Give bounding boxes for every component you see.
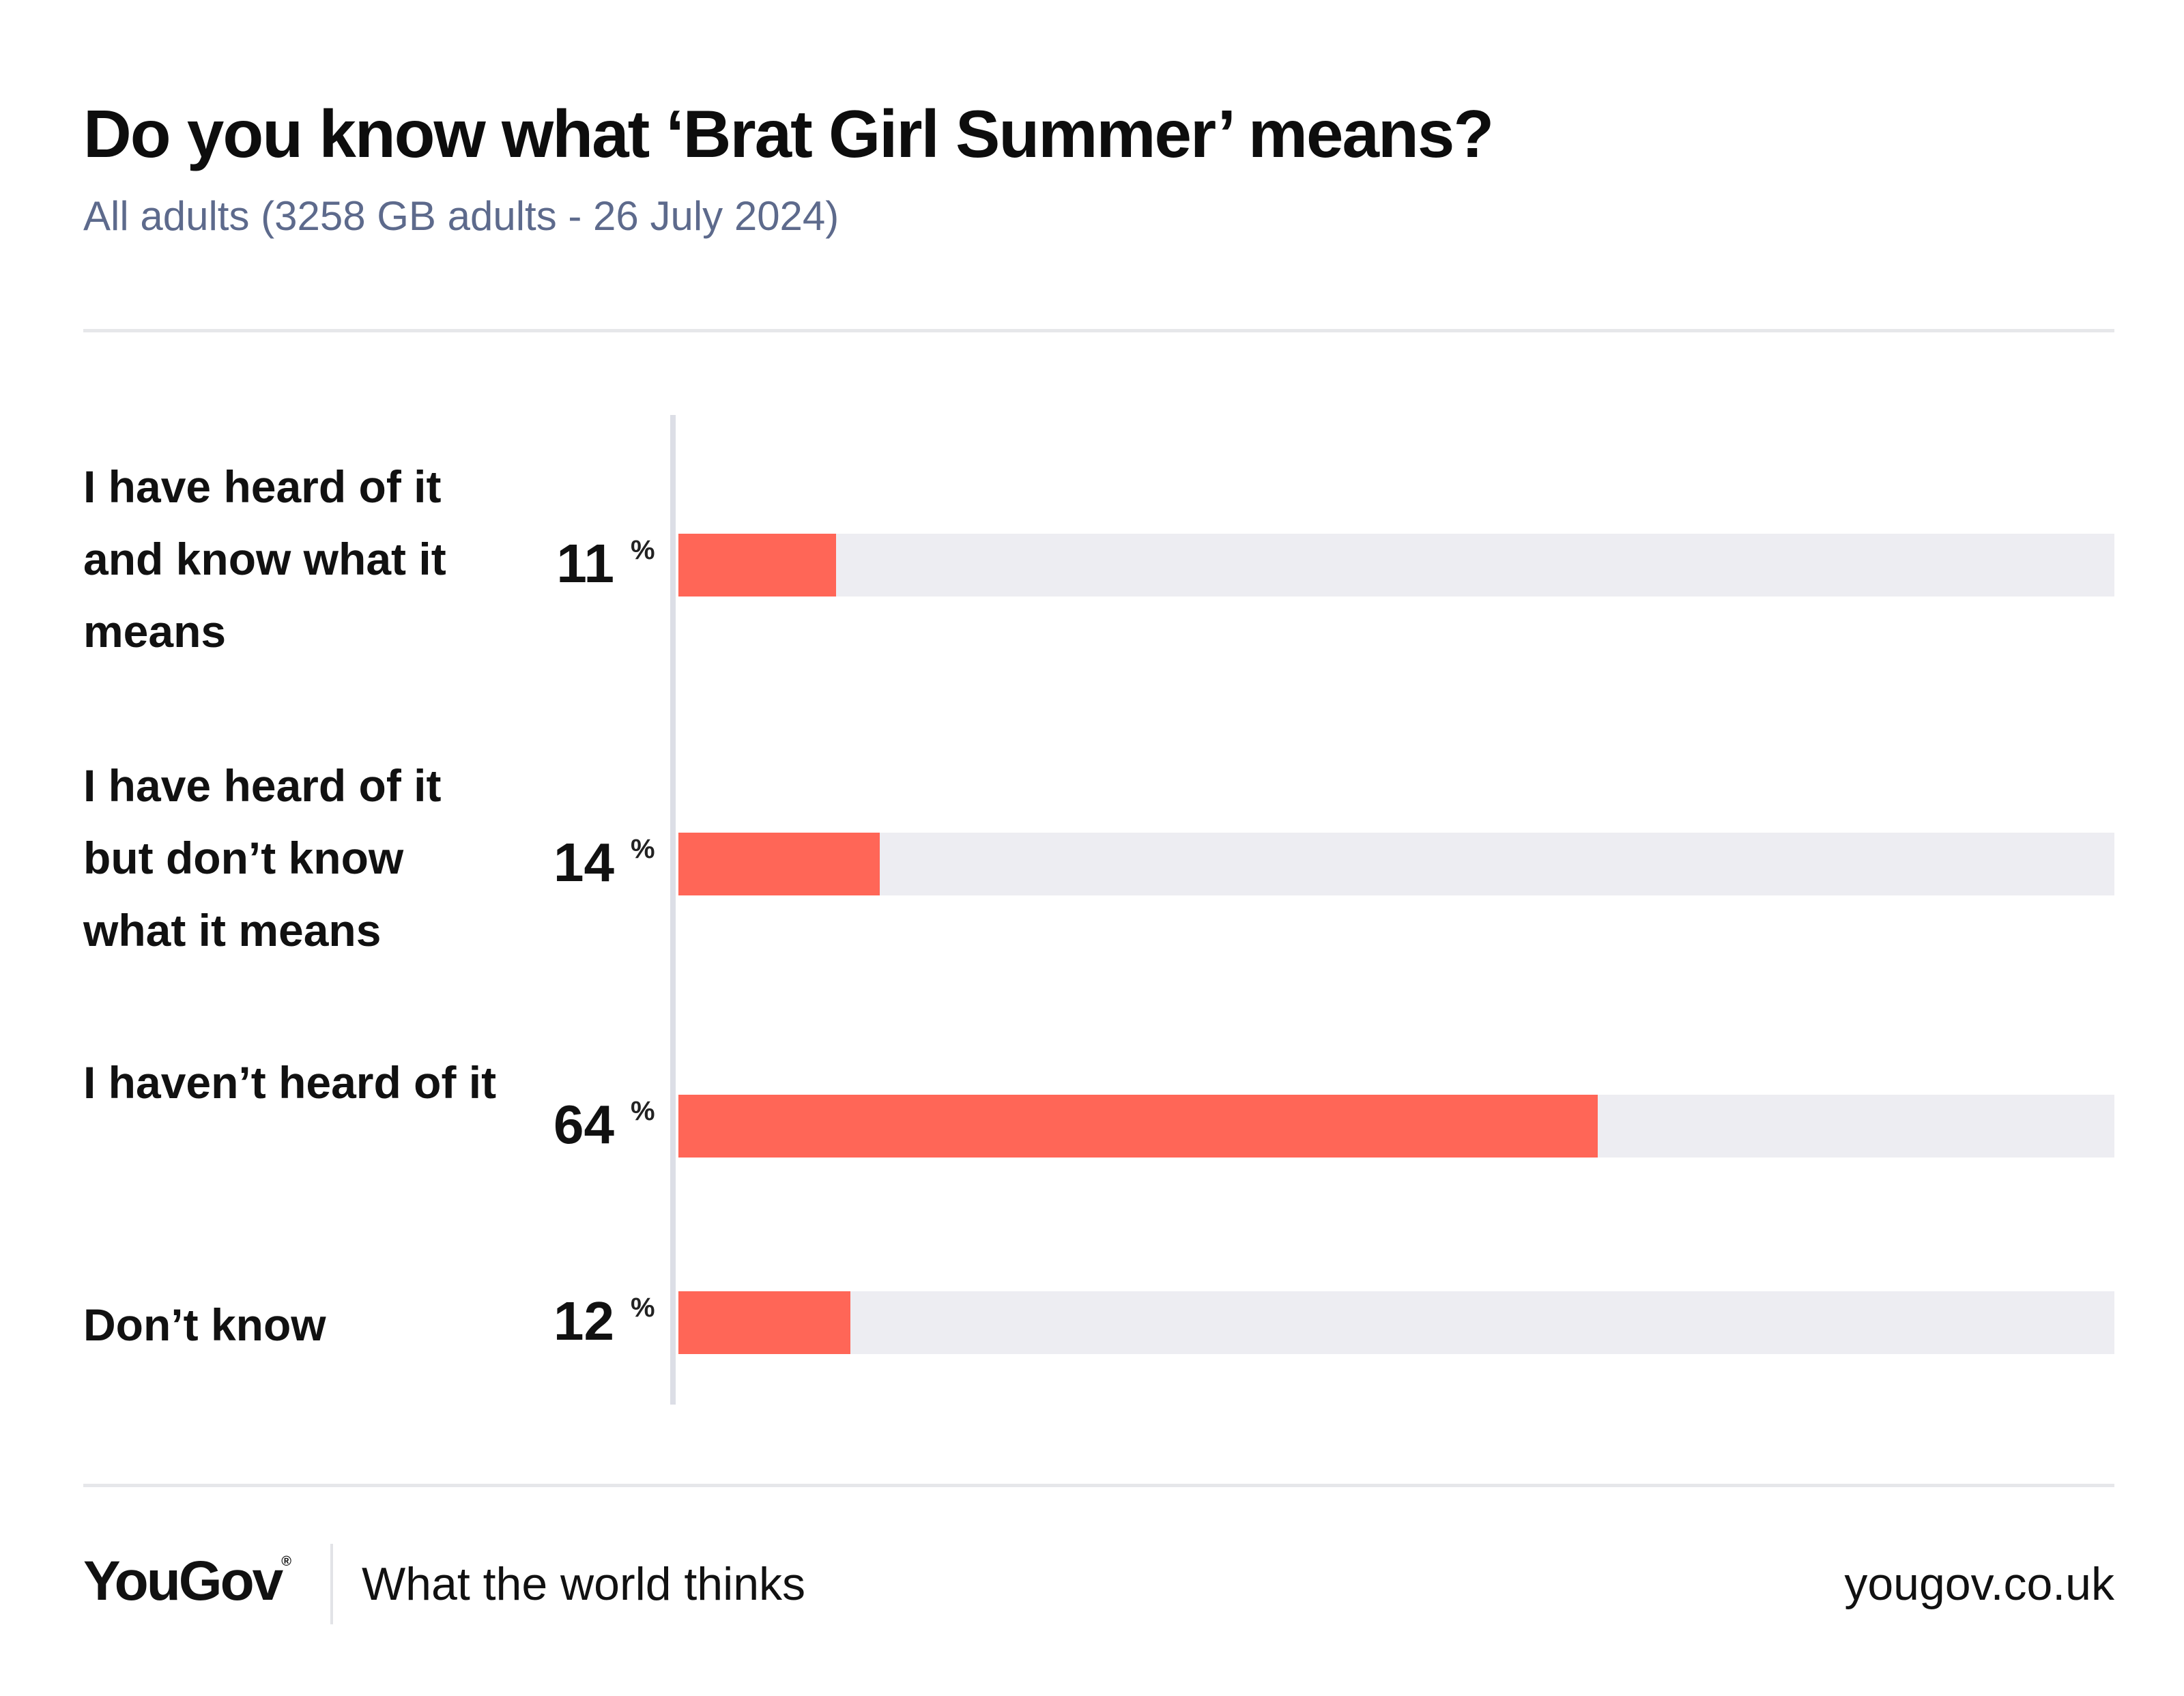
chart-subtitle: All adults (3258 GB adults - 26 July 202…	[83, 193, 839, 239]
chart-title: Do you know what ‘Brat Girl Summer’ mean…	[83, 96, 1494, 171]
value-axis-line	[670, 415, 676, 1405]
footer-url[interactable]: yougov.co.uk	[1844, 1558, 2114, 1610]
footer-tagline: What the world thinks	[362, 1558, 806, 1610]
category-label: I haven’t heard of it	[83, 1057, 497, 1108]
bottom-divider	[83, 1484, 2114, 1487]
data-value-label: 14	[554, 832, 614, 893]
bar	[678, 833, 880, 895]
category-label: I have heard of it but don’t know what i…	[83, 760, 442, 955]
data-value-label: 64	[554, 1094, 614, 1155]
category-label: I have heard of it and know what it mean…	[83, 461, 446, 657]
bar	[678, 1291, 851, 1354]
data-value-label: 12	[554, 1291, 614, 1351]
percent-sign: %	[631, 1293, 655, 1323]
data-value-label: 11	[556, 533, 614, 594]
registered-mark: ®	[281, 1554, 292, 1569]
bar-track	[678, 1291, 2114, 1354]
bar	[678, 1095, 1598, 1158]
footer-divider	[330, 1544, 333, 1624]
yougov-logo: YouGov®	[83, 1549, 291, 1613]
bar	[678, 534, 837, 597]
percent-sign: %	[631, 1096, 655, 1126]
top-divider	[83, 329, 2114, 332]
category-label: Don’t know	[83, 1299, 326, 1350]
brand-name: YouGov	[83, 1550, 283, 1612]
percent-sign: %	[631, 834, 655, 864]
bar-track	[678, 1095, 2114, 1158]
bar-track	[678, 534, 2114, 597]
bar-track	[678, 833, 2114, 895]
percent-sign: %	[631, 535, 655, 565]
